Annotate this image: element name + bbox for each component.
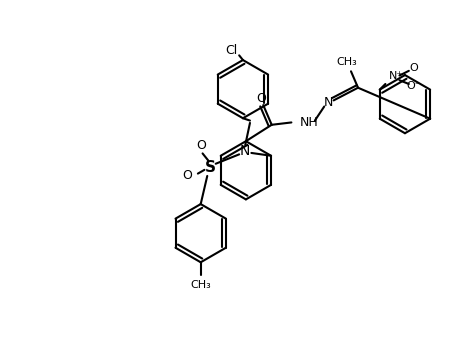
Text: Cl: Cl xyxy=(225,44,237,57)
Text: O: O xyxy=(196,139,206,152)
Text: O: O xyxy=(409,63,418,74)
Text: N: N xyxy=(324,96,333,109)
Text: CH₃: CH₃ xyxy=(336,57,357,67)
Text: NH: NH xyxy=(300,116,319,129)
Text: O: O xyxy=(183,169,193,182)
Text: S: S xyxy=(205,160,216,175)
Text: O: O xyxy=(256,92,266,105)
Text: CH₃: CH₃ xyxy=(190,280,211,290)
Text: N: N xyxy=(240,144,251,158)
Text: O⁻: O⁻ xyxy=(406,81,421,91)
Text: N⁺: N⁺ xyxy=(389,71,403,82)
